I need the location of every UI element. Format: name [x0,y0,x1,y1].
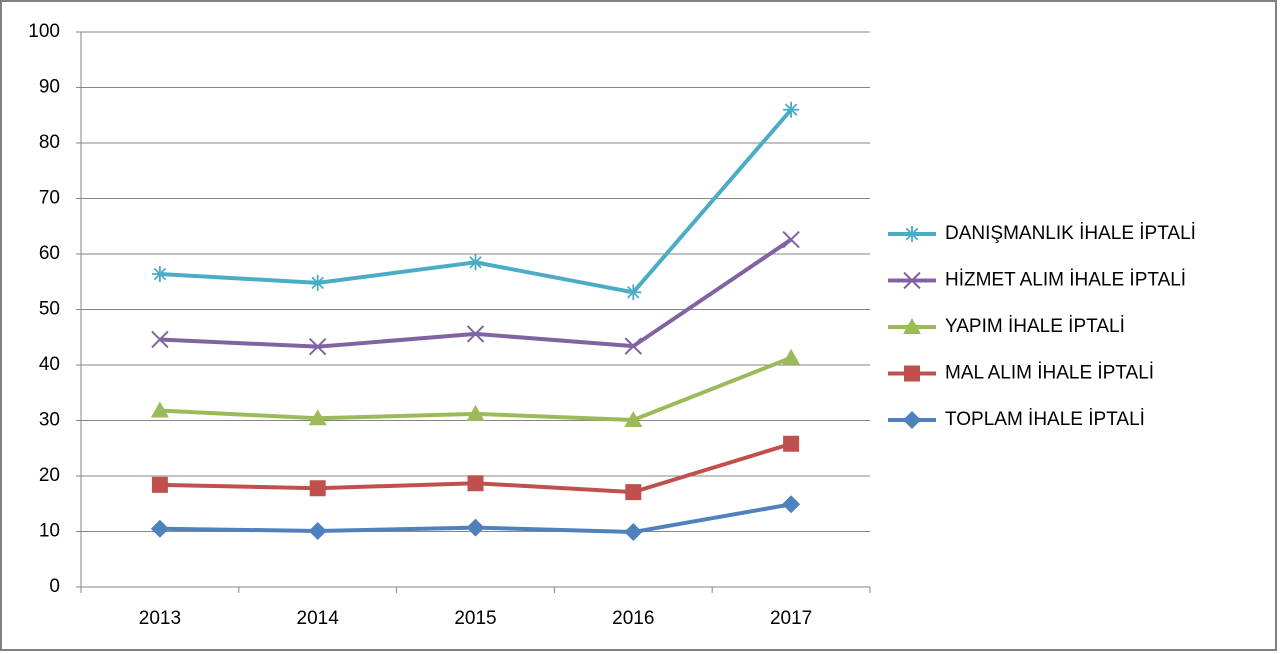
legend-marker [904,226,920,242]
x-tick-label: 2017 [770,608,812,629]
x-tick-label: 2013 [139,608,181,629]
legend-label: MAL ALIM İHALE İPTALİ [945,363,1154,384]
marker [308,409,327,426]
legend-label: HİZMET ALIM İHALE İPTALİ [945,270,1186,291]
x-tick-label: 2016 [612,608,654,629]
y-tick-label: 0 [49,576,60,597]
marker [151,330,169,349]
marker [782,348,801,365]
marker [309,274,326,291]
marker [466,325,485,343]
marker [625,484,642,501]
y-tick-label: 60 [39,243,60,264]
legend-marker [904,365,920,382]
y-tick-label: 20 [39,465,60,486]
y-tick-label: 80 [39,132,60,153]
legend-label: DANIŞMANLIK İHALE İPTALİ [945,223,1196,244]
y-tick-label: 70 [39,188,60,209]
legend-marker [903,411,921,429]
marker [624,410,643,427]
marker [308,521,327,540]
legend-marker [903,271,921,290]
marker [466,518,485,537]
marker [782,230,800,249]
y-tick-label: 30 [39,410,60,431]
y-tick-label: 40 [39,354,60,375]
marker [625,284,642,301]
legend-marker [903,318,921,334]
y-tick-label: 100 [28,21,60,42]
y-tick-label: 90 [39,77,60,98]
x-tick-label: 2014 [297,608,340,629]
y-tick-label: 10 [39,521,60,542]
marker [150,519,169,538]
y-tick-label: 50 [39,299,60,320]
marker [466,404,485,421]
marker [150,401,169,418]
marker [782,495,801,514]
marker [624,337,643,355]
x-tick-label: 2015 [454,608,496,629]
legend-label: YAPIM İHALE İPTALİ [945,316,1125,337]
marker [308,337,327,356]
marker [309,480,326,497]
marker [467,254,484,271]
marker [151,265,168,282]
marker [783,435,800,452]
marker [783,101,800,118]
marker [151,476,168,493]
marker [624,523,643,542]
legend-label: TOPLAM İHALE İPTALİ [945,409,1145,430]
marker [467,475,484,492]
